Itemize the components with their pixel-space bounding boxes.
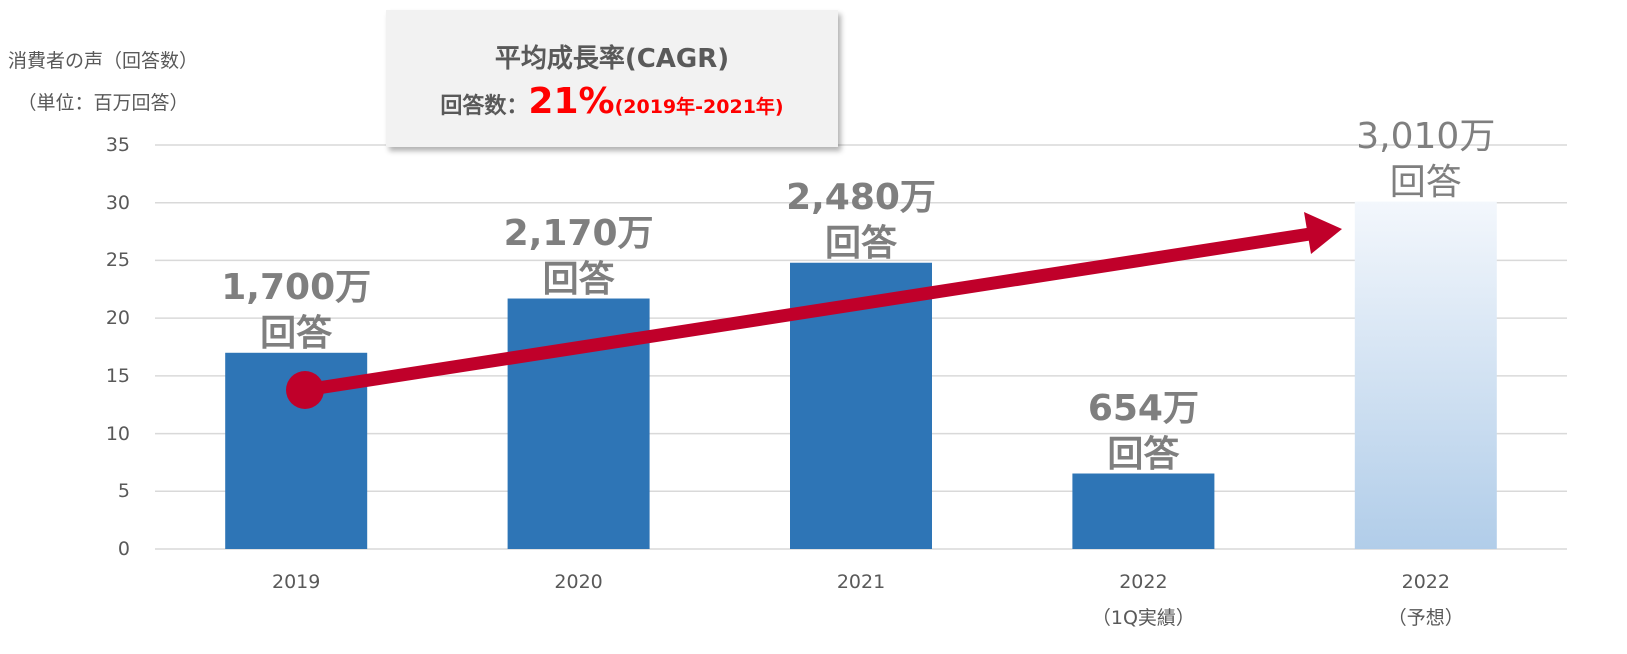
trend-start (286, 371, 324, 409)
y-tick-label: 10 (105, 422, 130, 445)
bar (1072, 473, 1215, 549)
value-label: 654万 回答 (1087, 387, 1199, 475)
value-label: 1,700万 回答 (221, 266, 372, 354)
annotation-box: 平均成長率(CAGR) 回答数：21%(2019年-2021年) (386, 10, 838, 147)
x-tick-label: 2021 (836, 571, 886, 593)
x-tick-label: 2022 （予想） (1387, 571, 1464, 629)
value-label: 2,480万 回答 (786, 176, 936, 264)
x-tick-label: 2022 （1Q実績） (1091, 571, 1195, 629)
y-axis-label: 消費者の声（回答数） （単位：百万回答） (8, 50, 199, 114)
trend-arrow (304, 227, 1311, 397)
y-tick-label: 20 (105, 307, 130, 330)
y-tick-label: 15 (105, 364, 130, 387)
annotation-label: 回答数： (440, 94, 529, 119)
y-tick-label: 30 (105, 191, 130, 214)
annotation-value: 21% (528, 81, 615, 122)
annotation-title: 平均成長率(CAGR) (494, 44, 730, 74)
x-tick-label: 2020 (554, 571, 603, 593)
y-tick-label: 35 (105, 134, 130, 156)
annotation-line: 回答数：21%(2019年-2021年) (386, 81, 838, 122)
annotation-period: (2019年-2021年) (614, 96, 784, 118)
value-label: 2,170万 回答 (503, 212, 654, 300)
y-tick-label: 5 (117, 480, 130, 503)
y-tick-label: 0 (117, 538, 130, 560)
bar (1354, 201, 1497, 549)
x-tick-label: 2019 (272, 571, 321, 593)
y-tick-label: 25 (105, 249, 130, 272)
value-label: 3,010万 回答 (1356, 115, 1496, 203)
trend-arrowhead (1304, 212, 1342, 254)
